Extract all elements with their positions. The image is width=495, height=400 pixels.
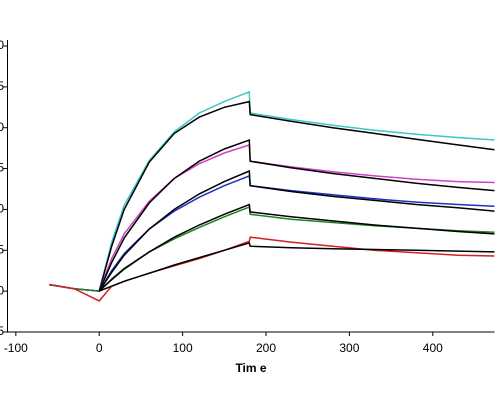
x-tick-label: 400 [423, 341, 443, 355]
series-line [49, 143, 495, 292]
x-tick-label: 0 [96, 341, 103, 355]
x-tick-label: 200 [256, 341, 276, 355]
y-tick-label: 0 [0, 283, 4, 297]
y-tick-label: 5 [0, 324, 4, 338]
y-tick-label: 0 [0, 38, 4, 52]
x-tick-label: 100 [173, 341, 193, 355]
series-line [98, 100, 495, 292]
series-line [98, 203, 495, 292]
y-tick-label: 5 [0, 161, 4, 175]
y-tick-label: 5 [0, 242, 4, 256]
y-tick-label: 5 [0, 79, 4, 93]
x-tick-label: -100 [4, 341, 28, 355]
x-axis-label: Tim e [235, 361, 266, 375]
series-line [98, 241, 495, 292]
series-line [49, 90, 495, 292]
y-tick-label: 0 [0, 202, 4, 216]
series-line [98, 138, 495, 292]
x-tick-label: 300 [339, 341, 359, 355]
series-line [98, 169, 495, 292]
y-tick-label: 0 [0, 120, 4, 134]
